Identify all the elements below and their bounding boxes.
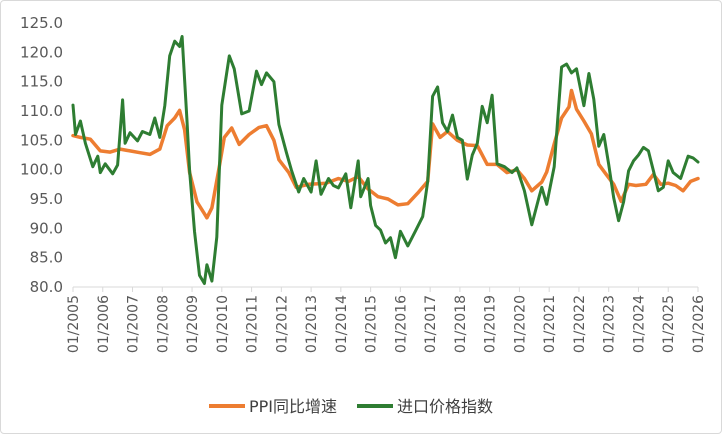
y-tick-label: 120.0 (20, 43, 63, 61)
x-tick-label: 01/2026 (691, 295, 707, 353)
x-tick-label: 01/2015 (364, 295, 380, 353)
series-line-0 (71, 88, 700, 220)
y-axis: 125.0 120.0 115.0 110.0 105.0 100.0 95.0 90.0 85… (20, 14, 63, 296)
y-tick-label: 115.0 (20, 73, 63, 91)
x-tick-label: 01/2011 (245, 295, 261, 353)
x-tick-label: 01/2008 (155, 295, 171, 353)
y-tick-label: 100.0 (20, 161, 63, 179)
x-tick-label: 01/2019 (483, 295, 499, 353)
series-line-1 (71, 35, 700, 285)
y-tick-label: 95.0 (30, 190, 63, 208)
y-tick-label: 80.0 (30, 278, 63, 296)
x-tick-label: 01/2024 (631, 295, 647, 353)
x-tick-label: 01/2025 (661, 295, 677, 353)
x-tick-label: 01/2010 (215, 295, 231, 353)
x-tick-label: 01/2009 (185, 295, 201, 353)
x-tick-label: 01/2017 (423, 295, 439, 353)
x-tick-label: 01/2022 (572, 295, 588, 353)
x-tick-label: 01/2012 (274, 295, 290, 353)
legend: PPI同比增速 进口价格指数 (209, 397, 493, 416)
y-tick-label: 110.0 (20, 102, 63, 120)
series-lines (71, 35, 700, 285)
x-tick-label: 01/2013 (304, 295, 320, 353)
x-tick-label: 01/2005 (66, 295, 82, 353)
y-tick-label: 125.0 (20, 14, 63, 32)
x-tick-label: 01/2007 (126, 295, 142, 353)
y-tick-label: 90.0 (30, 219, 63, 237)
x-tick-label: 01/2016 (393, 295, 409, 353)
x-tick-label: 01/2006 (96, 295, 112, 353)
y-tick-label: 85.0 (30, 249, 63, 267)
x-tick-label: 01/2023 (602, 295, 618, 353)
x-axis: 01/2005 01/2006 01/2007 01/2008 01/2009 01/20… (66, 286, 707, 353)
x-tick-label: 01/2014 (334, 295, 350, 353)
y-tick-label: 105.0 (20, 131, 63, 149)
legend-label: 进口价格指数 (397, 397, 493, 416)
legend-label: PPI同比增速 (249, 397, 337, 416)
x-tick-label: 01/2020 (512, 295, 528, 353)
x-tick-label: 01/2021 (542, 295, 558, 353)
x-tick-label: 01/2018 (453, 295, 469, 353)
